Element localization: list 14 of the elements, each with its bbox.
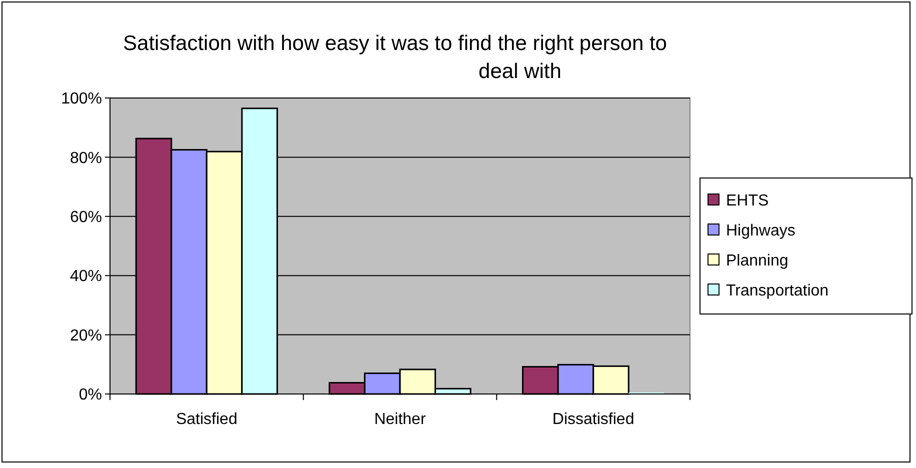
y-tick-label: 100% <box>61 90 102 108</box>
legend-label: Highways <box>726 222 796 240</box>
y-tick-label: 60% <box>70 209 102 226</box>
legend-label: Planning <box>726 252 788 270</box>
x-tick-label: Satisfied <box>176 411 238 428</box>
y-tick-label: 80% <box>70 150 102 167</box>
x-tick-label: Dissatisfied <box>552 411 634 428</box>
x-tick-label: Neither <box>374 411 426 428</box>
y-tick-label: 40% <box>70 268 102 286</box>
chart-title: Satisfaction with how easy it was to find the right person to deal with <box>123 32 667 83</box>
y-tick-label: 20% <box>70 327 102 344</box>
legend-label: Transportation <box>726 282 829 300</box>
legend-label: EHTS <box>726 192 769 210</box>
y-tick-label: 0% <box>78 386 102 404</box>
